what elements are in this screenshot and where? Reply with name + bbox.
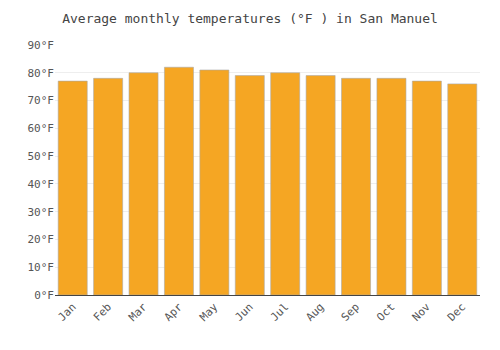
svg-text:20°F: 20°F [28,233,55,246]
svg-text:Dec: Dec [445,301,468,324]
svg-text:Aug: Aug [303,301,326,324]
svg-text:70°F: 70°F [28,94,55,107]
svg-text:Jun: Jun [233,301,256,324]
svg-text:30°F: 30°F [28,206,55,219]
svg-text:Average monthly temperatures (: Average monthly temperatures (°F ) in Sa… [62,11,438,26]
svg-text:90°F: 90°F [28,39,55,52]
svg-text:Feb: Feb [91,301,114,324]
svg-text:50°F: 50°F [28,150,55,163]
svg-text:60°F: 60°F [28,122,55,135]
svg-text:40°F: 40°F [28,178,55,191]
svg-text:Jan: Jan [55,301,78,324]
svg-text:10°F: 10°F [28,261,55,274]
svg-text:0°F: 0°F [34,289,54,302]
svg-text:Mar: Mar [126,300,150,324]
svg-text:Sep: Sep [339,301,362,324]
svg-text:Jul: Jul [268,301,291,324]
svg-text:May: May [197,300,221,324]
svg-text:Oct: Oct [374,301,397,324]
svg-text:80°F: 80°F [28,67,55,80]
svg-text:Apr: Apr [162,300,186,324]
svg-text:Nov: Nov [410,300,434,324]
